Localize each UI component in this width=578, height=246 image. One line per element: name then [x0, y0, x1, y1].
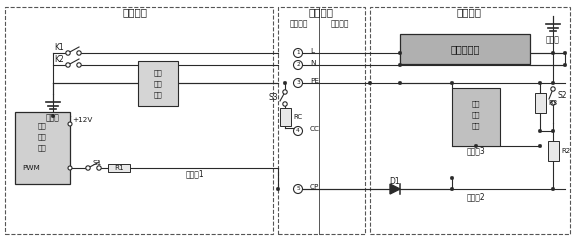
Text: 漏电: 漏电	[154, 70, 162, 76]
Text: CC: CC	[310, 126, 320, 132]
Circle shape	[294, 78, 302, 88]
Text: PWM: PWM	[22, 165, 40, 171]
Text: N: N	[310, 60, 316, 66]
Bar	[15, 112, 70, 184]
Text: 检测点1: 检测点1	[186, 169, 204, 179]
Circle shape	[538, 129, 542, 133]
Text: 设备地: 设备地	[46, 113, 60, 122]
Text: CP: CP	[310, 184, 320, 190]
Text: 2: 2	[296, 62, 300, 67]
Circle shape	[563, 51, 567, 55]
Text: 供电设备: 供电设备	[123, 7, 147, 17]
Text: 车辆插座: 车辆插座	[331, 19, 349, 29]
Text: RC: RC	[293, 114, 302, 120]
Circle shape	[551, 87, 555, 91]
Bar	[452, 88, 500, 146]
Circle shape	[450, 176, 454, 180]
Bar	[5, 7, 273, 234]
Text: 控制: 控制	[472, 112, 480, 118]
Text: R3: R3	[548, 100, 557, 106]
Text: 车辆: 车辆	[472, 101, 480, 107]
Circle shape	[368, 81, 372, 85]
Circle shape	[86, 166, 90, 170]
Text: D1: D1	[390, 176, 401, 185]
Circle shape	[66, 63, 70, 67]
Circle shape	[66, 51, 70, 55]
Circle shape	[563, 63, 567, 67]
Circle shape	[398, 63, 402, 67]
Text: 流保: 流保	[154, 81, 162, 87]
Bar	[370, 7, 570, 234]
Text: S1: S1	[92, 160, 102, 166]
Circle shape	[77, 63, 81, 67]
Bar	[138, 61, 178, 106]
Text: 供电: 供电	[38, 123, 46, 129]
Circle shape	[294, 184, 302, 194]
Circle shape	[77, 51, 81, 55]
Text: 3: 3	[296, 80, 300, 86]
Circle shape	[474, 144, 478, 148]
Text: 电动汽车: 电动汽车	[457, 7, 481, 17]
Circle shape	[551, 129, 555, 133]
Circle shape	[450, 81, 454, 85]
Bar	[108, 164, 130, 172]
Text: S2: S2	[558, 91, 568, 99]
Text: K2: K2	[54, 56, 64, 64]
Circle shape	[551, 51, 555, 55]
Bar	[548, 141, 559, 161]
Circle shape	[283, 102, 287, 106]
Text: R1: R1	[114, 165, 124, 171]
Text: 检测点3: 检测点3	[466, 147, 486, 155]
Text: K1: K1	[54, 44, 64, 52]
Circle shape	[68, 166, 72, 170]
Text: 车辆接口: 车辆接口	[309, 7, 334, 17]
Circle shape	[97, 166, 101, 170]
Circle shape	[538, 81, 542, 85]
Text: 车辆插头: 车辆插头	[290, 19, 308, 29]
Text: 1: 1	[296, 50, 300, 56]
Circle shape	[294, 48, 302, 58]
Text: 车身地: 车身地	[546, 35, 560, 44]
Text: L: L	[310, 48, 314, 54]
Bar	[400, 34, 530, 64]
Bar	[278, 7, 365, 234]
Circle shape	[68, 122, 72, 126]
Circle shape	[551, 187, 555, 191]
Circle shape	[276, 187, 280, 191]
Polygon shape	[390, 184, 400, 194]
Bar	[280, 108, 291, 126]
Text: S3: S3	[268, 92, 278, 102]
Circle shape	[398, 81, 402, 85]
Circle shape	[450, 187, 454, 191]
Text: +12V: +12V	[72, 117, 92, 123]
Circle shape	[294, 126, 302, 136]
Bar	[535, 93, 546, 113]
Circle shape	[551, 101, 555, 105]
Text: 检测点2: 检测点2	[466, 193, 486, 201]
Circle shape	[283, 90, 287, 94]
Circle shape	[551, 81, 555, 85]
Circle shape	[294, 61, 302, 70]
Circle shape	[398, 51, 402, 55]
Circle shape	[538, 144, 542, 148]
Text: PE: PE	[310, 78, 319, 84]
Circle shape	[283, 81, 287, 85]
Text: 车载充电机: 车载充电机	[450, 44, 480, 54]
Circle shape	[51, 114, 55, 118]
Text: 控制: 控制	[38, 134, 46, 140]
Text: 装置: 装置	[472, 123, 480, 129]
Text: 4: 4	[296, 128, 300, 134]
Text: R2: R2	[561, 148, 570, 154]
Text: 5: 5	[296, 186, 300, 191]
Text: 护器: 护器	[154, 92, 162, 98]
Text: 装置: 装置	[38, 145, 46, 151]
